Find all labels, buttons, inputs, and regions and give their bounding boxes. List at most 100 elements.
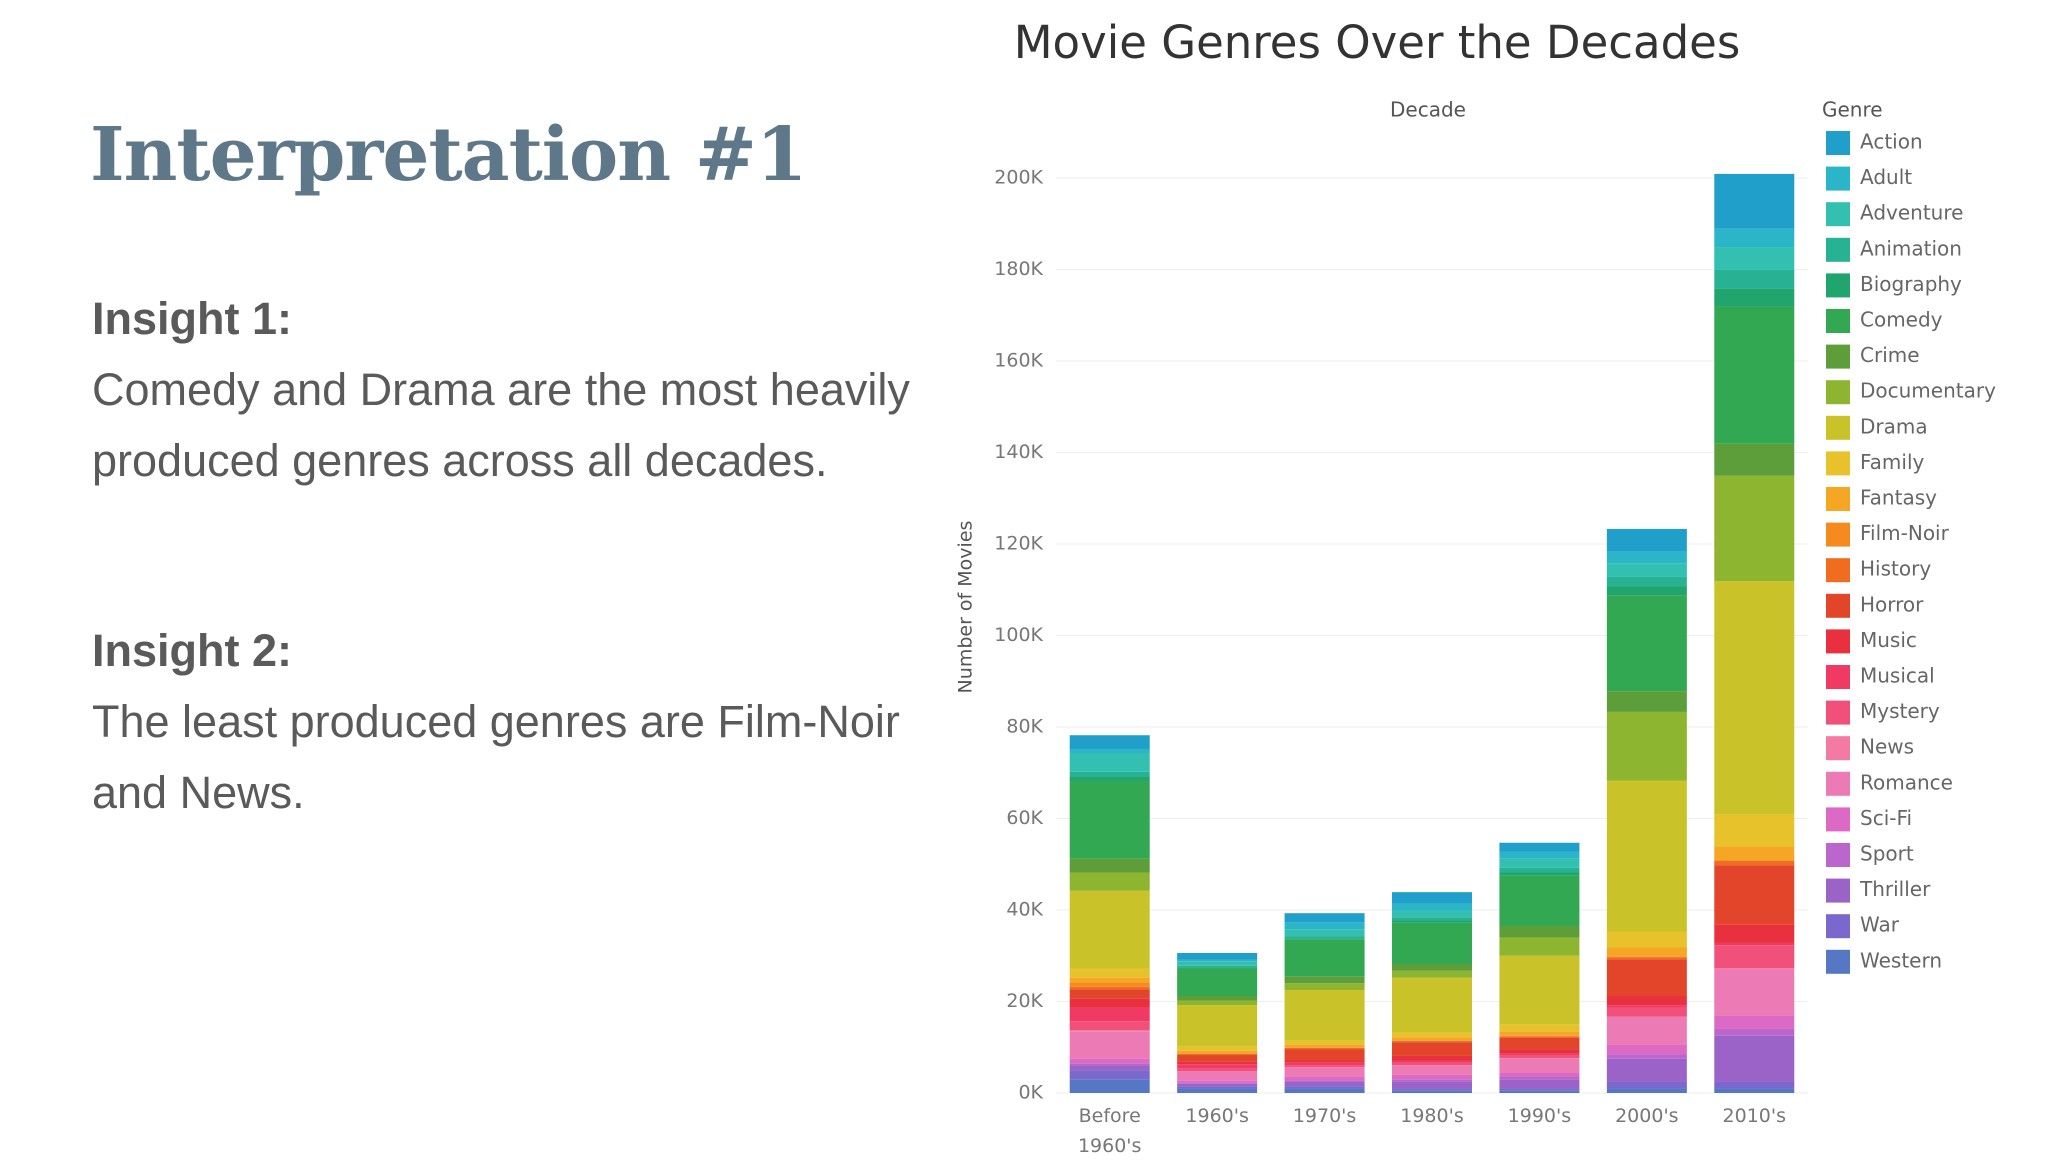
legend-label: Mystery (1860, 699, 1940, 723)
legend-swatch (1826, 345, 1850, 369)
x-tick-label: 2000's (1592, 1101, 1702, 1131)
legend-swatch (1826, 167, 1850, 191)
legend-swatch (1826, 451, 1850, 475)
bar-segment (1392, 921, 1472, 923)
y-tick-label: 0K (1018, 1082, 1043, 1104)
bar-segment (1714, 229, 1794, 247)
bar-segment (1177, 961, 1257, 966)
bar-segment (1392, 964, 1472, 971)
bar-segment (1177, 966, 1257, 967)
bar-segment (1285, 929, 1365, 936)
bar-segment (1392, 1066, 1472, 1075)
bar-segment (1607, 595, 1687, 691)
bar-segment (1392, 1088, 1472, 1090)
bar-segment (1177, 1001, 1257, 1006)
bar-segment (1607, 691, 1687, 712)
bar-segment (1392, 1042, 1472, 1056)
bar-segment (1285, 938, 1365, 939)
bar-segment (1499, 1038, 1579, 1049)
legend-swatch (1826, 594, 1850, 618)
bar-segment (1607, 781, 1687, 932)
bar-segment (1607, 957, 1687, 959)
bar-segment (1070, 969, 1150, 978)
bar-segment (1499, 1054, 1579, 1055)
bar-segment (1177, 1062, 1257, 1064)
x-tick-label: 2010's (1699, 1101, 1809, 1131)
bar-segment (1607, 577, 1687, 586)
bar-segment (1392, 910, 1472, 917)
bar-segment (1607, 563, 1687, 577)
bar-segment (1177, 1005, 1257, 1046)
bar-segment (1607, 932, 1687, 948)
legend-swatch (1826, 380, 1850, 404)
bar-segment (1285, 976, 1365, 983)
legend-swatch (1826, 843, 1850, 867)
bar-segment (1714, 581, 1794, 814)
bar-segment (1714, 943, 1794, 945)
chart-title: Movie Genres Over the Decades (1014, 16, 1741, 69)
legend-swatch (1826, 558, 1850, 582)
bar-segment (1714, 1082, 1794, 1089)
bar-segment (1392, 1061, 1472, 1063)
legend-label: Biography (1860, 272, 1962, 296)
bar-segment (1177, 1064, 1257, 1069)
bar-segment (1285, 922, 1365, 929)
bar-segment (1070, 749, 1150, 754)
bar-segment (1607, 529, 1687, 552)
legend-label: Western (1860, 948, 1942, 972)
bar-segment (1714, 846, 1794, 860)
legend-swatch (1826, 914, 1850, 938)
legend-label: Documentary (1860, 379, 1996, 403)
bar-segment (1177, 1081, 1257, 1083)
bar-segment (1285, 1065, 1365, 1067)
bar-segment (1070, 982, 1150, 987)
bar-segment (1499, 843, 1579, 852)
bar-segment (1285, 1045, 1365, 1047)
bar-segment (1714, 247, 1794, 270)
y-tick-label: 180K (994, 258, 1043, 280)
bar-segment (1714, 288, 1794, 306)
bar-segment (1392, 904, 1472, 911)
bar-segment (1070, 891, 1150, 969)
bar-segment (1499, 1031, 1579, 1036)
bar-segment (1070, 1066, 1150, 1071)
legend-swatch (1826, 665, 1850, 689)
bar-segment (1285, 1040, 1365, 1045)
x-tick-label: 1980's (1377, 1101, 1487, 1131)
bar-segment (1392, 923, 1472, 964)
bar-segment (1285, 1061, 1365, 1063)
bar-segment (1607, 996, 1687, 1005)
bar-segment (1070, 1007, 1150, 1021)
bar-segment (1177, 953, 1257, 960)
bar-segment (1607, 1017, 1687, 1018)
legend-label: Adventure (1860, 201, 1963, 225)
bar-segment (1607, 552, 1687, 563)
bar-segment (1499, 1055, 1579, 1058)
bar-segment (1499, 1088, 1579, 1090)
bar-segment (1285, 1048, 1365, 1049)
bar-segment (1714, 1029, 1794, 1036)
bar-segment (1499, 1091, 1579, 1093)
x-axis-title: Decade (1390, 98, 1466, 122)
bar-segment (1392, 917, 1472, 920)
legend-swatch (1826, 879, 1850, 903)
bar-segment (1714, 1015, 1794, 1029)
bar-segment (1285, 1088, 1365, 1093)
bar-segment (1070, 998, 1150, 1007)
bar-segment (1177, 969, 1257, 996)
legend-label: Drama (1860, 414, 1928, 438)
bar-segment (1285, 913, 1365, 922)
bar-segment (1714, 307, 1794, 444)
legend-swatch (1826, 273, 1850, 297)
legend-label: Film-Noir (1860, 521, 1950, 545)
y-tick-label: 140K (994, 441, 1043, 463)
legend-label: Sport (1860, 842, 1914, 866)
legend-swatch (1826, 238, 1850, 262)
x-tick-label: 1960's (1162, 1101, 1272, 1131)
bar-segment (1499, 872, 1579, 875)
bar-segment (1714, 476, 1794, 581)
bar-segment (1070, 1021, 1150, 1030)
y-tick-label: 200K (994, 167, 1043, 189)
legend-label: Family (1860, 450, 1925, 474)
